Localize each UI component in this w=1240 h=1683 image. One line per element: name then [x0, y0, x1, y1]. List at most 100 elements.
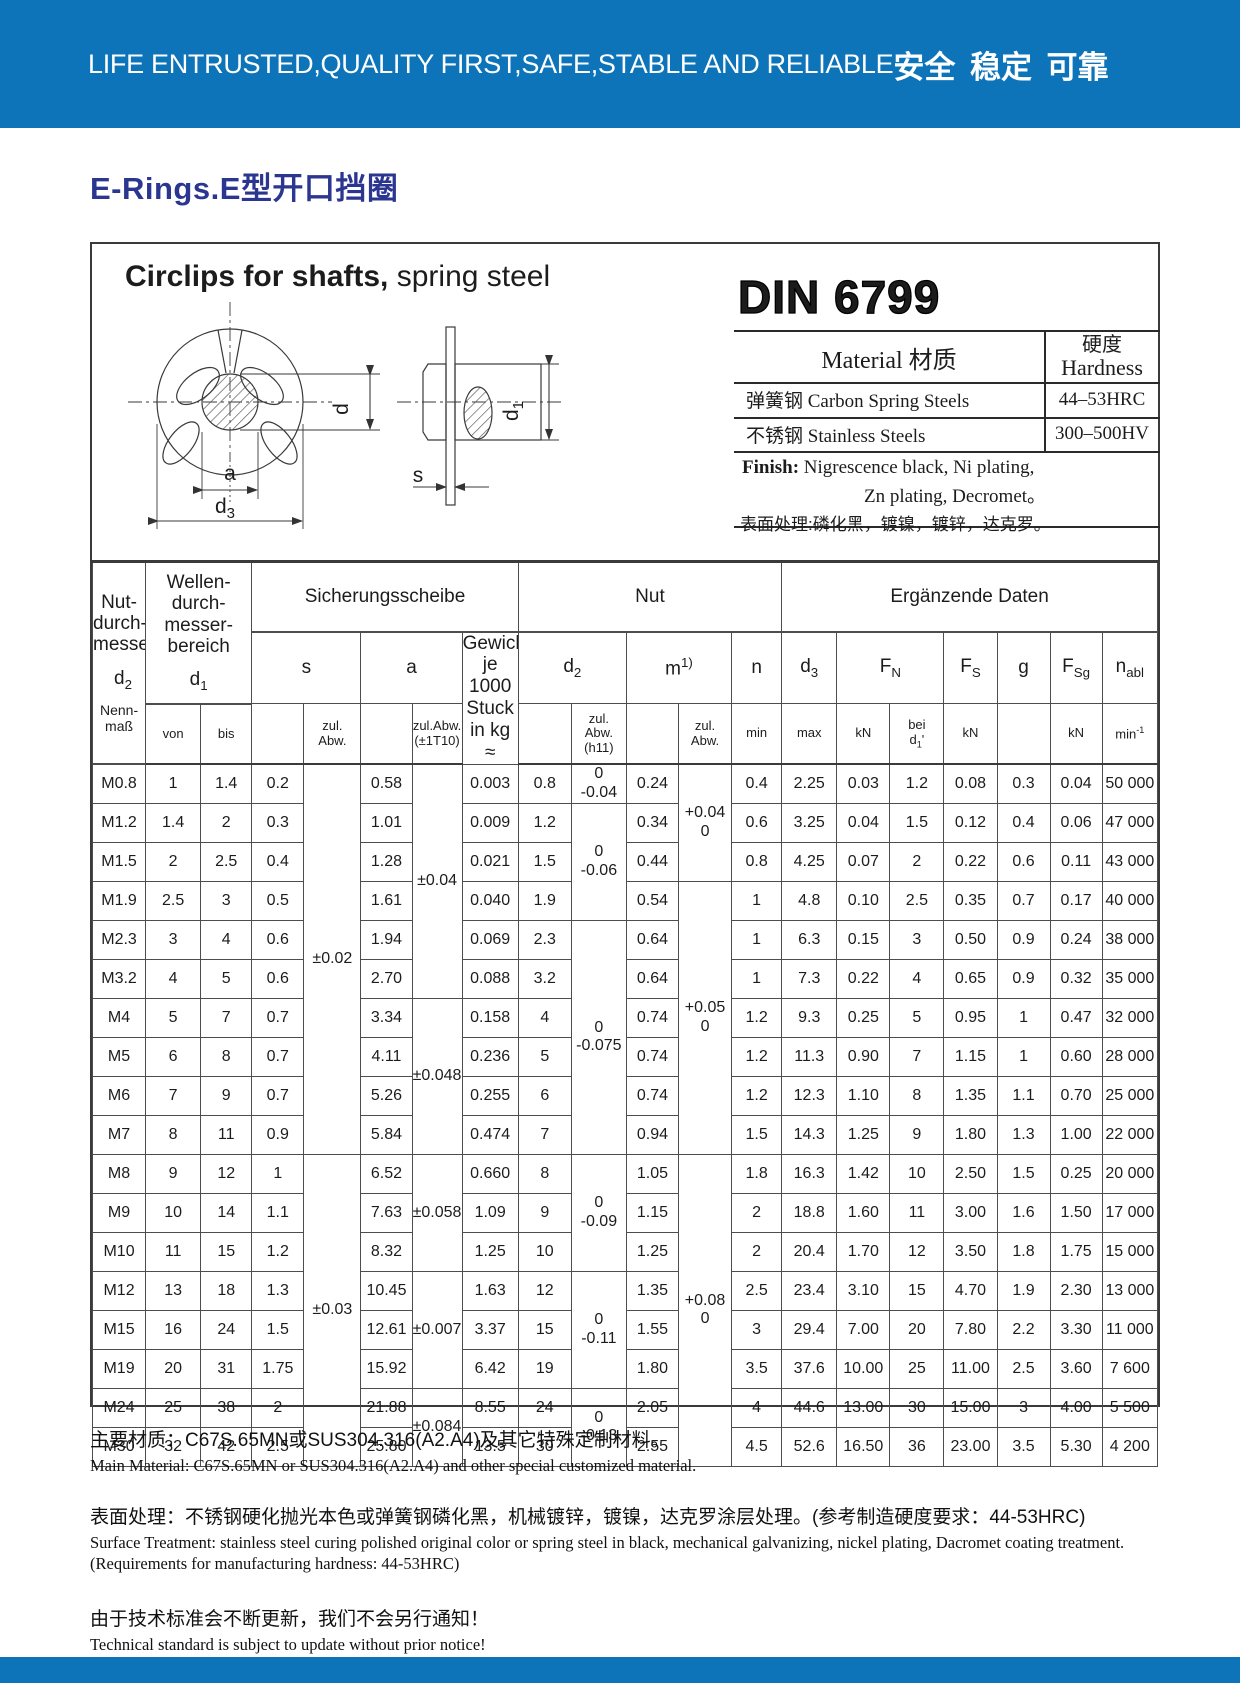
value-cell: ±0.048	[411, 997, 463, 1155]
value-cell: 20	[889, 1309, 945, 1350]
value-cell: 47 000	[1101, 802, 1159, 843]
value-cell: 50 000	[1101, 763, 1159, 804]
value-cell: 15.92	[360, 1348, 413, 1389]
value-cell: 2.25	[781, 763, 838, 804]
value-cell: 44.6	[781, 1387, 838, 1428]
spec-row: M9 10 14 1.1 7.63 1.09 9 1.15 2 18.8 1.60 11 3.00 1.6…	[91, 1192, 1159, 1233]
value-cell: 5.30	[1049, 1426, 1103, 1467]
spec-row: M10 11 15 1.2 8.32 1.25 10 1.25 2 20.4 1.70 12 3.50 1…	[91, 1231, 1159, 1272]
value-cell: 2.50	[943, 1153, 998, 1194]
value-cell: 5	[517, 1036, 572, 1077]
value-cell: 23.00	[943, 1426, 998, 1467]
value-cell: 35 000	[1101, 958, 1159, 999]
value-cell: 0.021	[461, 841, 519, 882]
value-cell: 2.5	[251, 1426, 305, 1467]
value-cell: 0.70	[1049, 1075, 1103, 1116]
technical-drawing: d a d3 d1 s	[128, 302, 563, 529]
header-cell: FN	[836, 630, 945, 705]
value-cell: 30	[517, 1426, 572, 1467]
header-cell	[517, 703, 572, 766]
value-cell: 19	[517, 1348, 572, 1389]
size-cell: M7	[91, 1114, 147, 1155]
value-cell: 1.01	[360, 802, 413, 843]
value-cell: 1.9	[517, 880, 572, 921]
banner-slogan-cn: 安全 稳定 可靠	[893, 49, 1109, 85]
value-cell: 1.8	[996, 1231, 1051, 1272]
value-cell: 1.55	[625, 1309, 679, 1350]
header-cell: von	[145, 703, 202, 766]
header-shaft-range: Wellen-durch-messer-bereich d1	[145, 560, 253, 705]
value-cell: 3.34	[360, 997, 413, 1038]
value-cell: 1.80	[943, 1114, 998, 1155]
value-cell: 4.70	[943, 1270, 998, 1311]
size-cell: M6	[91, 1075, 147, 1116]
value-cell: 1.05	[625, 1153, 679, 1194]
value-cell: 4	[731, 1387, 783, 1428]
value-cell: 5	[889, 997, 945, 1038]
value-cell: 1.35	[625, 1270, 679, 1311]
value-cell: 18	[200, 1270, 253, 1311]
value-cell: 0 -0.06	[570, 802, 627, 921]
spec-row: M30 32 42 2.5 25.80 13.5 30 2.55 4.5 52.6 16.50 36 2…	[91, 1426, 1159, 1467]
value-cell: 2.5	[145, 880, 202, 921]
note-main-material-cn: 主要材质：C67S.65MN或SUS304.316(A2.A4)及其它特殊定制材…	[90, 1430, 670, 1451]
value-cell: 29.4	[781, 1309, 838, 1350]
value-cell: 1.5	[889, 802, 945, 843]
finish-line1: Nigrescence black, Ni plating,	[799, 457, 1035, 478]
size-cell: M3.2	[91, 958, 147, 999]
value-cell: 2.5	[200, 841, 253, 882]
value-cell: ±0.02	[303, 763, 362, 1155]
value-cell: 0.74	[625, 1036, 679, 1077]
value-cell: 1.2	[517, 802, 572, 843]
value-cell: 16	[145, 1309, 202, 1350]
front-view	[128, 302, 380, 529]
value-cell: 3.5	[731, 1348, 783, 1389]
value-cell: 1.2	[731, 1036, 783, 1077]
page-title: E-Rings.E型开口挡圈	[90, 171, 399, 206]
value-cell: 9.3	[781, 997, 838, 1038]
value-cell: 2	[731, 1231, 783, 1272]
header-cell: d2	[517, 630, 627, 705]
value-cell: 15	[200, 1231, 253, 1272]
note-surface-en2: (Requirements for manufacturing hardness…	[90, 1554, 460, 1573]
header-group-additional: Ergänzende Daten	[781, 561, 1158, 633]
value-cell: 0 -0.11	[570, 1270, 627, 1389]
value-cell: 7	[517, 1114, 572, 1155]
value-cell: 38	[200, 1387, 253, 1428]
value-cell: 7.80	[943, 1309, 998, 1350]
header-cell	[996, 703, 1051, 766]
value-cell: 1.2	[251, 1231, 305, 1272]
value-cell: 25 000	[1101, 1075, 1159, 1116]
value-cell: 24	[200, 1309, 253, 1350]
value-cell: 1.1	[251, 1192, 305, 1233]
value-cell: 0.54	[625, 880, 679, 921]
value-cell: 3.2	[517, 958, 572, 999]
dim-label-s: s	[413, 464, 424, 487]
note-update-en: Technical standard is subject to update …	[90, 1635, 486, 1654]
hardness-row-stainless: 300–500HV	[1055, 423, 1149, 444]
value-cell: 1.60	[836, 1192, 891, 1233]
dim-label-d1: d1	[500, 401, 527, 421]
value-cell: 14.3	[781, 1114, 838, 1155]
value-cell: 1	[996, 1036, 1051, 1077]
value-cell: 1.5	[731, 1114, 783, 1155]
header-cell: s	[251, 630, 362, 705]
value-cell: 1.5	[251, 1309, 305, 1350]
value-cell: 0.17	[1049, 880, 1103, 921]
value-cell: 0.660	[461, 1153, 519, 1194]
value-cell: 0.040	[461, 880, 519, 921]
value-cell: 1.10	[836, 1075, 891, 1116]
value-cell: ±0.03	[303, 1153, 362, 1467]
value-cell: 14	[200, 1192, 253, 1233]
value-cell: 12	[889, 1231, 945, 1272]
value-cell: 0.9	[996, 958, 1051, 999]
header-cell: min-1	[1101, 703, 1159, 766]
header-cell: a	[360, 630, 463, 705]
value-cell: ±0.084	[411, 1387, 463, 1467]
value-cell: +0.04 0	[677, 763, 733, 882]
value-cell: 37.6	[781, 1348, 838, 1389]
value-cell: 1.25	[625, 1231, 679, 1272]
bottom-bar	[0, 1657, 1240, 1683]
spec-row: M15 16 24 1.5 12.61 3.37 15 1.55 3 29.4 7.00 20 7.80…	[91, 1309, 1159, 1350]
banner-slogan: LIFE ENTRUSTED,QUALITY FIRST,SAFE,STABLE…	[88, 48, 894, 79]
